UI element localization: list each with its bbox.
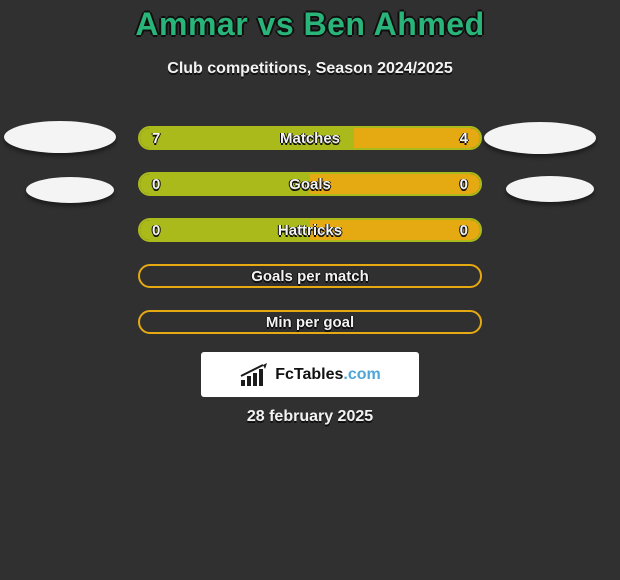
page-title: Ammar vs Ben Ahmed	[0, 6, 620, 43]
stat-right-value: 4	[460, 130, 468, 147]
stat-right-segment	[310, 266, 480, 286]
stat-bar-hattricks: 0 0 Hattricks	[138, 218, 482, 242]
stat-right-segment	[310, 312, 480, 332]
source-badge: FcTables.com	[201, 352, 419, 397]
stat-left-segment	[140, 266, 310, 286]
stat-left-segment: 0	[140, 220, 310, 240]
stat-left-value: 0	[152, 176, 160, 193]
avatar-placeholder-left-1	[4, 121, 116, 153]
source-badge-text: FcTables.com	[275, 366, 381, 384]
stat-left-segment	[140, 312, 310, 332]
avatar-placeholder-right-1	[484, 122, 596, 154]
stat-right-segment: 0	[310, 220, 480, 240]
stat-bar-gpm: Goals per match	[138, 264, 482, 288]
stat-left-value: 7	[152, 130, 160, 147]
avatar-placeholder-right-2	[506, 176, 594, 202]
date-label: 28 february 2025	[0, 408, 620, 426]
background	[0, 0, 620, 580]
stat-left-segment: 7	[140, 128, 354, 148]
stat-bar-matches: 7 4 Matches	[138, 126, 482, 150]
stat-bar-goals: 0 0 Goals	[138, 172, 482, 196]
stat-right-segment: 0	[310, 174, 480, 194]
stat-left-segment: 0	[140, 174, 310, 194]
stat-right-value: 0	[460, 222, 468, 239]
stat-right-segment: 4	[354, 128, 480, 148]
stat-left-value: 0	[152, 222, 160, 239]
bars-icon	[239, 362, 269, 388]
subtitle: Club competitions, Season 2024/2025	[0, 60, 620, 78]
stat-right-value: 0	[460, 176, 468, 193]
avatar-placeholder-left-2	[26, 177, 114, 203]
stat-bar-mpg: Min per goal	[138, 310, 482, 334]
